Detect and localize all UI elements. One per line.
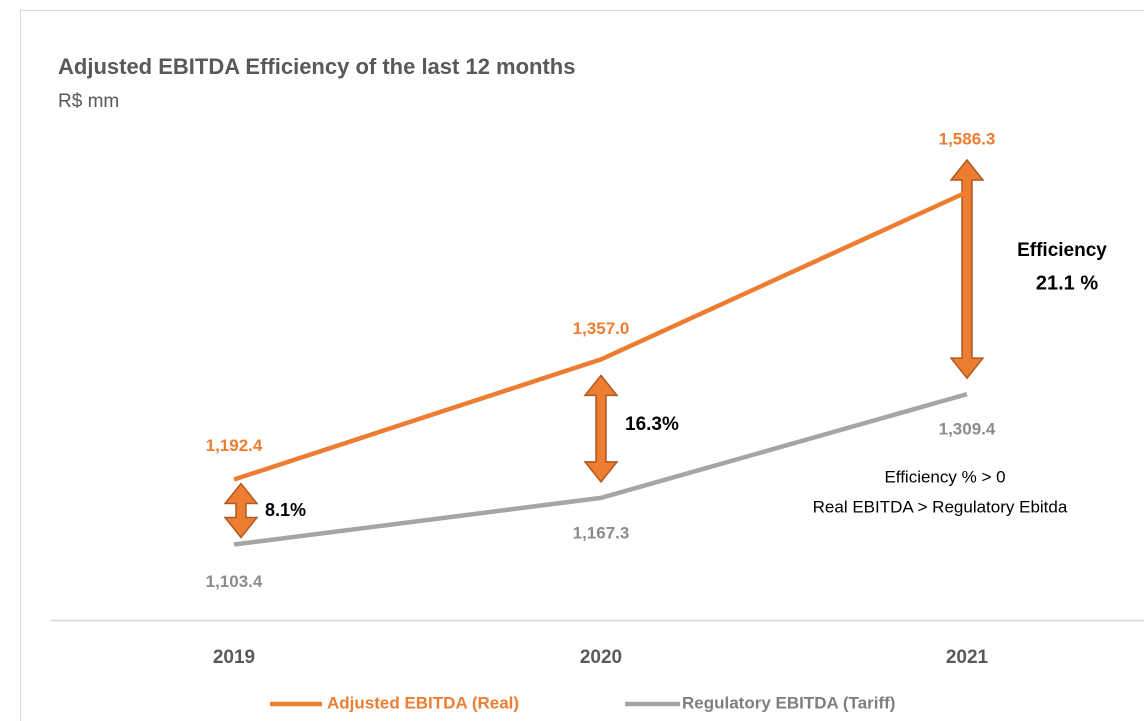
difference-arrow xyxy=(223,482,259,539)
difference-arrow xyxy=(949,158,985,380)
data-label: 1,103.4 xyxy=(206,572,263,591)
x-tick-label: 2020 xyxy=(580,647,622,668)
chart-title: Adjusted EBITDA Efficiency of the last 1… xyxy=(58,54,575,79)
legend-label: Adjusted EBITDA (Real) xyxy=(327,693,519,712)
data-label: 1,192.4 xyxy=(206,436,263,455)
annotation: 8.1% xyxy=(265,500,306,520)
series-line xyxy=(233,189,968,482)
x-tick-label: 2021 xyxy=(946,647,989,668)
data-label: 1,167.3 xyxy=(573,523,630,542)
annotation: 21.1 % xyxy=(1036,272,1098,294)
data-label: 1,357.0 xyxy=(573,319,630,338)
difference-arrow xyxy=(583,374,619,484)
legend-label: Regulatory EBITDA (Tariff) xyxy=(682,693,895,712)
annotation: Efficiency xyxy=(1017,240,1107,261)
series-line xyxy=(233,391,968,547)
data-label: 1,309.4 xyxy=(939,420,996,439)
annotation: 16.3% xyxy=(625,414,679,435)
data-label: 1,586.3 xyxy=(939,129,996,148)
chart-subtitle: R$ mm xyxy=(58,91,119,112)
annotation: Real EBITDA > Regulatory Ebitda xyxy=(813,497,1068,516)
x-tick-label: 2019 xyxy=(213,647,255,668)
annotation: Efficiency % > 0 xyxy=(884,467,1005,486)
